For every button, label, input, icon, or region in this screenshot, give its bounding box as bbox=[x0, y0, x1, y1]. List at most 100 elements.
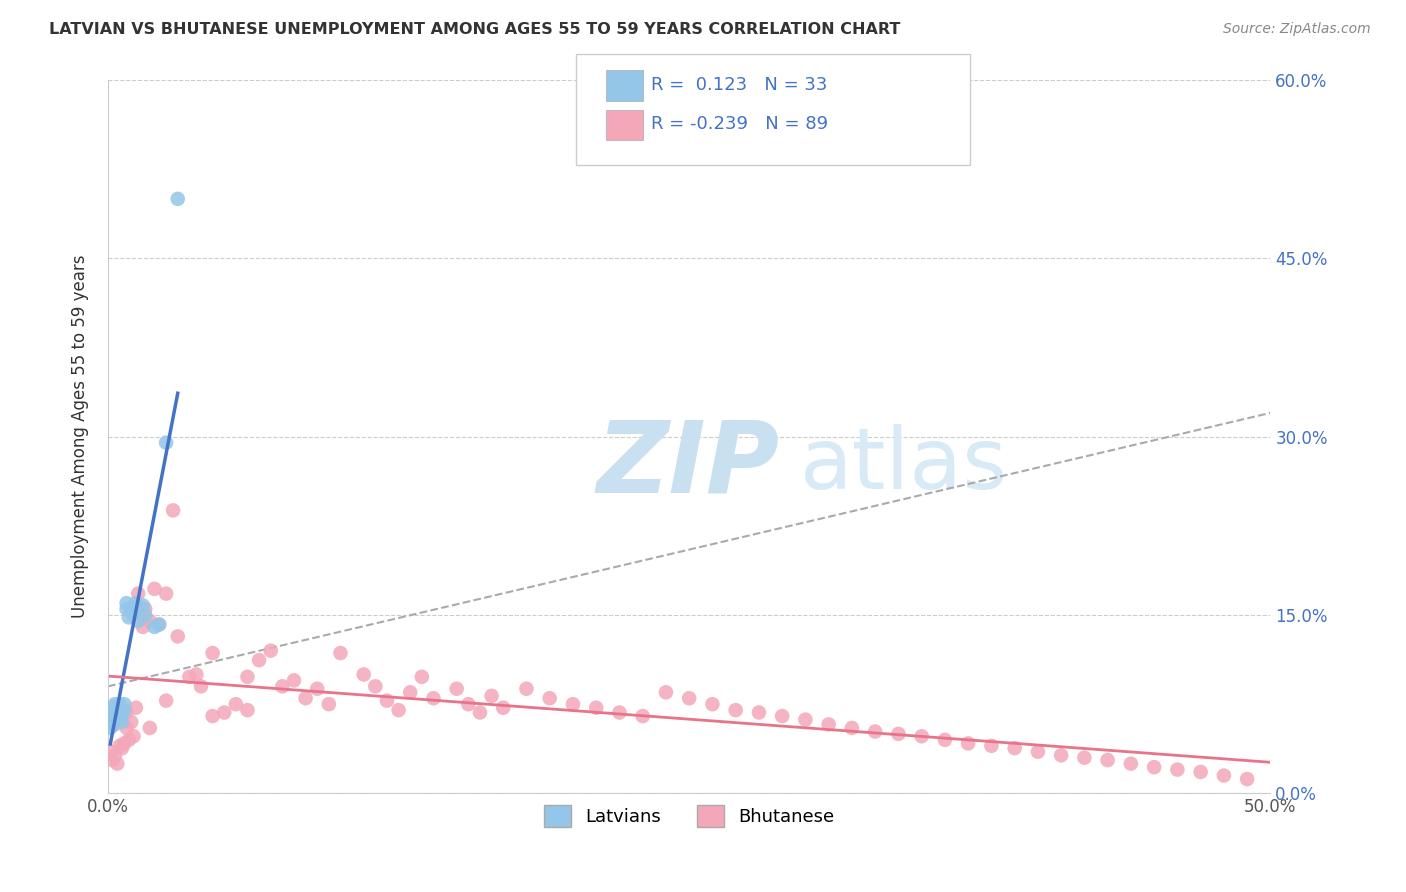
Point bbox=[212, 706, 235, 720]
Point bbox=[1004, 741, 1026, 756]
Point bbox=[98, 709, 121, 723]
Point bbox=[609, 706, 631, 720]
Point bbox=[166, 192, 188, 206]
Point bbox=[225, 697, 247, 711]
Text: atlas: atlas bbox=[800, 424, 1008, 507]
Point bbox=[1097, 753, 1119, 767]
Point bbox=[111, 714, 134, 729]
Point bbox=[283, 673, 305, 688]
Point bbox=[115, 596, 138, 610]
Point bbox=[101, 713, 124, 727]
Point bbox=[1119, 756, 1142, 771]
Point bbox=[236, 703, 259, 717]
Point bbox=[155, 435, 177, 450]
Point bbox=[179, 670, 201, 684]
Point bbox=[748, 706, 770, 720]
Point bbox=[468, 706, 491, 720]
Point bbox=[794, 713, 817, 727]
Point bbox=[104, 709, 127, 723]
Point bbox=[139, 721, 162, 735]
Point bbox=[148, 617, 170, 632]
Point bbox=[561, 697, 583, 711]
Point bbox=[318, 697, 340, 711]
Point bbox=[247, 653, 270, 667]
Point bbox=[201, 709, 224, 723]
Point bbox=[817, 717, 839, 731]
Point bbox=[724, 703, 747, 717]
Y-axis label: Unemployment Among Ages 55 to 59 years: Unemployment Among Ages 55 to 59 years bbox=[72, 255, 89, 618]
Text: LATVIAN VS BHUTANESE UNEMPLOYMENT AMONG AGES 55 TO 59 YEARS CORRELATION CHART: LATVIAN VS BHUTANESE UNEMPLOYMENT AMONG … bbox=[49, 22, 901, 37]
Point bbox=[101, 753, 124, 767]
Point bbox=[108, 739, 131, 753]
Point bbox=[125, 599, 148, 613]
Point bbox=[294, 691, 316, 706]
Point bbox=[702, 697, 724, 711]
Point bbox=[115, 602, 138, 616]
Point bbox=[127, 614, 149, 628]
Point bbox=[329, 646, 352, 660]
Point bbox=[155, 586, 177, 600]
Point bbox=[111, 706, 134, 720]
Point bbox=[446, 681, 468, 696]
Point bbox=[1026, 745, 1049, 759]
Point bbox=[129, 607, 152, 622]
Point bbox=[492, 700, 515, 714]
Point bbox=[353, 667, 375, 681]
Point bbox=[1166, 763, 1188, 777]
Point bbox=[112, 697, 135, 711]
Point bbox=[1236, 772, 1258, 786]
Point bbox=[841, 721, 863, 735]
Point bbox=[934, 732, 956, 747]
Point bbox=[422, 691, 444, 706]
Point bbox=[201, 646, 224, 660]
Point bbox=[105, 699, 128, 714]
Point bbox=[1073, 750, 1095, 764]
Point bbox=[101, 706, 124, 720]
Point bbox=[105, 756, 128, 771]
Point bbox=[118, 610, 141, 624]
Point bbox=[863, 724, 886, 739]
Point bbox=[104, 703, 127, 717]
Point bbox=[112, 736, 135, 750]
Point bbox=[1189, 764, 1212, 779]
Point bbox=[364, 679, 387, 693]
Point bbox=[104, 714, 127, 729]
Point bbox=[122, 729, 145, 743]
Point bbox=[1050, 748, 1073, 763]
Point bbox=[887, 727, 910, 741]
Text: R =  0.123   N = 33: R = 0.123 N = 33 bbox=[651, 76, 827, 94]
Point bbox=[108, 697, 131, 711]
Point bbox=[101, 717, 124, 731]
Point bbox=[122, 607, 145, 622]
Point bbox=[155, 693, 177, 707]
Point bbox=[139, 614, 162, 628]
Point bbox=[236, 670, 259, 684]
Text: ZIP: ZIP bbox=[596, 417, 779, 514]
Point bbox=[770, 709, 793, 723]
Point bbox=[655, 685, 678, 699]
Point bbox=[111, 741, 134, 756]
Point bbox=[1212, 768, 1234, 782]
Point bbox=[1143, 760, 1166, 774]
Point bbox=[957, 736, 980, 750]
Point bbox=[125, 700, 148, 714]
Point bbox=[98, 745, 121, 759]
Point bbox=[125, 596, 148, 610]
Point bbox=[387, 703, 409, 717]
Point bbox=[375, 693, 398, 707]
Point bbox=[120, 602, 142, 616]
Point bbox=[399, 685, 422, 699]
Point bbox=[98, 714, 121, 729]
Point bbox=[120, 714, 142, 729]
Point bbox=[411, 670, 433, 684]
Point bbox=[112, 703, 135, 717]
Point bbox=[162, 503, 184, 517]
Point bbox=[118, 732, 141, 747]
Point bbox=[104, 697, 127, 711]
Point bbox=[631, 709, 654, 723]
Point bbox=[105, 706, 128, 720]
Point bbox=[115, 721, 138, 735]
Point bbox=[115, 706, 138, 720]
Point bbox=[108, 709, 131, 723]
Point bbox=[148, 617, 170, 632]
